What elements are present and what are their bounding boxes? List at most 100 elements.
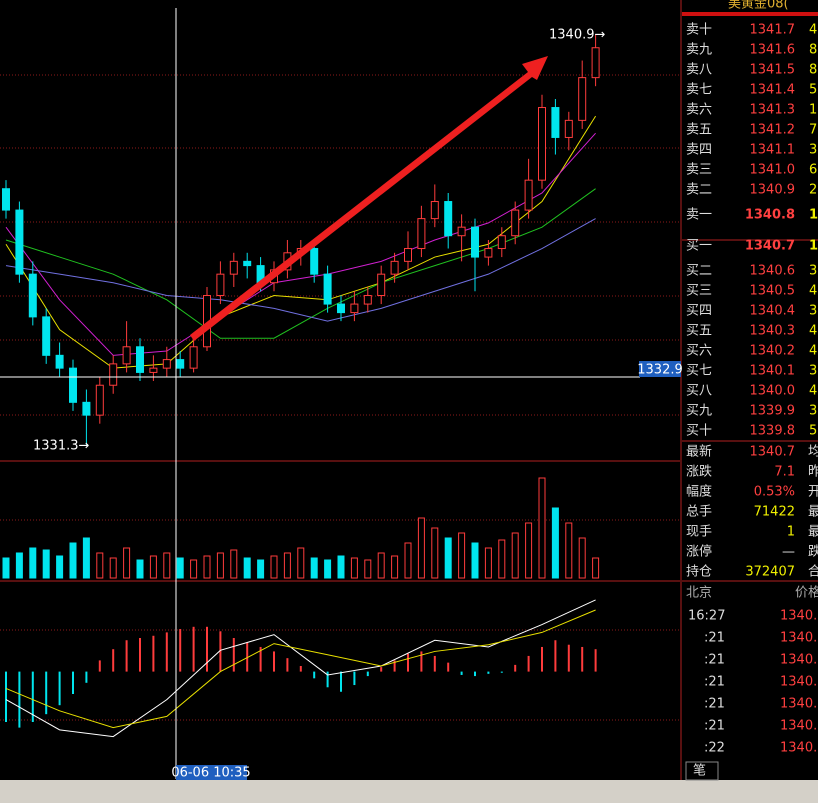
macd-bar [18, 671, 21, 728]
tick-price: 1340.8 [780, 631, 818, 646]
macd-bar [179, 629, 182, 672]
macd-bar [326, 671, 329, 688]
volume-bar [56, 555, 64, 579]
book-label: 卖七 [686, 83, 712, 98]
tab-label[interactable]: 笔 [693, 763, 706, 779]
macd-bar [366, 671, 369, 677]
book-label: 卖一 [686, 208, 712, 223]
book-label: 卖十 [686, 23, 712, 38]
book-volume: 1 [809, 208, 818, 223]
tick-price: 1340.8 [780, 653, 818, 668]
candle-body [444, 201, 453, 237]
candle-body [176, 359, 185, 369]
quote-value: — [782, 545, 795, 560]
quote-value: 372407 [745, 565, 795, 580]
instrument-title: 美黄金08( [728, 0, 789, 12]
macd-bar [541, 646, 543, 672]
candle-body [564, 119, 573, 138]
macd-bar [340, 671, 342, 692]
macd-bar [393, 660, 396, 672]
volume-bar [324, 559, 332, 579]
macd-bar [594, 649, 597, 672]
book-volume: 5 [809, 424, 817, 439]
quote-value: 1340.7 [750, 445, 796, 460]
macd-bar [192, 626, 195, 672]
macd-bar [98, 660, 101, 672]
book-label: 卖四 [686, 143, 712, 158]
volume-bar [592, 557, 600, 579]
price-panel [2, 34, 600, 738]
panel-borders [0, 0, 818, 780]
crosshair-time: 06-06 10:35 [171, 766, 250, 781]
quote-right: 最 [808, 525, 818, 540]
book-price: 1341.2 [750, 123, 796, 138]
book-volume: 5 [809, 83, 817, 98]
macd-bar [112, 649, 115, 672]
tab[interactable] [685, 761, 719, 781]
candle-body [2, 188, 10, 211]
candle-body [28, 273, 37, 318]
candle-body [310, 248, 319, 275]
book-label: 买八 [686, 384, 712, 399]
book-label: 买六 [686, 344, 712, 359]
macd-bar [567, 644, 570, 672]
volume-bar [136, 559, 144, 579]
book-volume: 1 [809, 103, 817, 118]
candle-body [136, 346, 144, 373]
volume-bar [391, 555, 399, 579]
macd-bar [286, 658, 289, 672]
book-price: 1341.1 [750, 143, 796, 158]
book-price: 1341.0 [750, 163, 796, 178]
book-volume: 4 [809, 23, 817, 38]
book-volume: 8 [809, 43, 817, 58]
macd-bar [487, 671, 490, 674]
volume-bar [82, 537, 90, 579]
macd-bar [433, 655, 436, 672]
quote-value: 0.53% [754, 485, 795, 500]
quote-value: 71422 [754, 505, 795, 520]
macd-bar [165, 632, 168, 672]
volume-bar [484, 547, 492, 579]
macd-bar [407, 653, 409, 672]
volume-bar [337, 555, 345, 579]
book-price: 1340.7 [745, 239, 795, 254]
tick-time: :22 [704, 741, 725, 756]
volume-bar [538, 477, 546, 579]
macd-bar [500, 671, 503, 673]
candle-body [350, 303, 359, 314]
volume-bar [230, 549, 238, 579]
macd-bar [139, 638, 141, 672]
volume-bar [377, 552, 385, 579]
book-label: 买七 [686, 364, 712, 379]
book-volume: 7 [809, 123, 817, 138]
tick-price: 1340.8 [780, 675, 818, 690]
book-label: 卖九 [686, 43, 712, 58]
quote-label: 最新 [686, 444, 712, 460]
book-price: 1340.9 [750, 183, 796, 198]
quote-label: 总手 [686, 505, 712, 520]
book-label: 买一 [686, 239, 712, 254]
volume-bar [257, 559, 265, 579]
candle-body [216, 273, 225, 297]
volume-bar [69, 542, 77, 579]
macd-bar [353, 671, 356, 686]
book-volume: 6 [809, 163, 817, 178]
volume-bar [203, 555, 211, 579]
book-price: 1339.8 [750, 424, 796, 439]
book-label: 卖八 [686, 63, 712, 78]
book-price: 1340.2 [750, 344, 796, 359]
tick-time: :21 [704, 719, 725, 734]
volume-bar [498, 539, 506, 579]
volume-bar [404, 542, 412, 579]
book-price: 1340.8 [745, 208, 795, 223]
volume-bar [176, 557, 184, 579]
candle-body [430, 201, 439, 220]
book-volume: 3 [809, 143, 817, 158]
tick-price: 1340.8 [780, 697, 818, 712]
macd-bar [313, 671, 316, 679]
moving-average [5, 132, 596, 356]
candle-body [390, 260, 399, 275]
volume-bar [417, 517, 425, 579]
quote-right: 均 [808, 445, 818, 460]
